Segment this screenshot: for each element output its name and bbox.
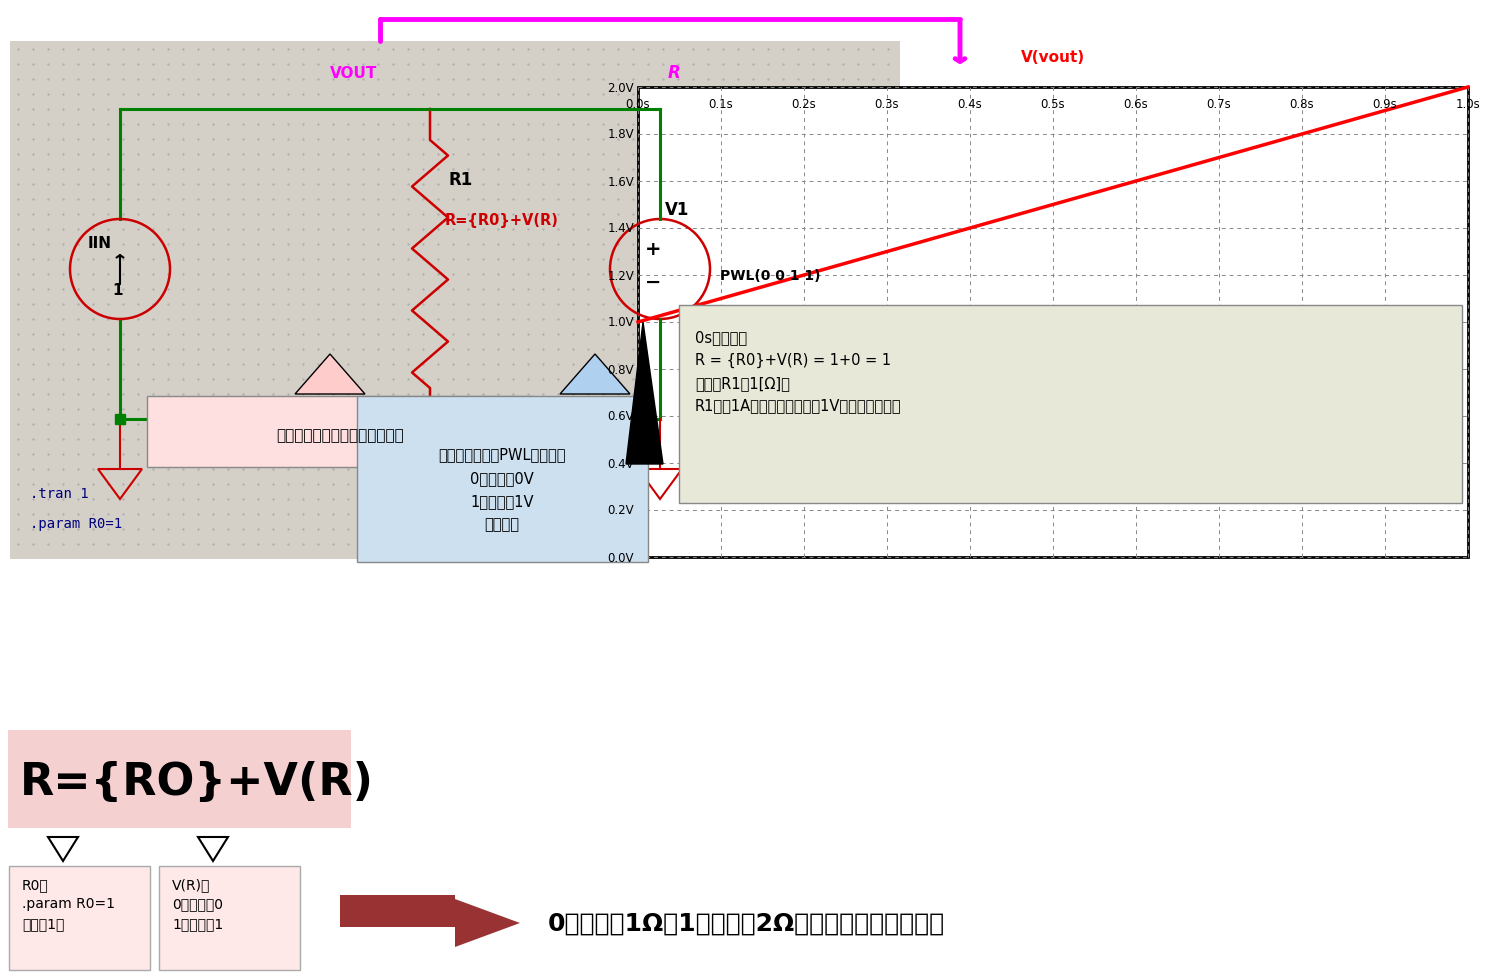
- Text: −: −: [645, 273, 661, 291]
- Text: 0秒の時に1Ω、1秒の時に2Ωとなる可変抵抗となる: 0秒の時に1Ω、1秒の時に2Ωとなる可変抵抗となる: [548, 911, 945, 935]
- FancyBboxPatch shape: [7, 731, 351, 828]
- Text: 1.0V: 1.0V: [608, 316, 635, 330]
- FancyBboxPatch shape: [158, 867, 300, 970]
- Text: R: R: [667, 64, 681, 82]
- Text: 0.8V: 0.8V: [608, 363, 635, 377]
- Text: 0.7s: 0.7s: [1206, 98, 1232, 111]
- Text: 0.6s: 0.6s: [1124, 98, 1148, 111]
- FancyBboxPatch shape: [9, 867, 149, 970]
- FancyBboxPatch shape: [357, 397, 648, 562]
- FancyBboxPatch shape: [679, 306, 1462, 504]
- Text: +: +: [645, 240, 661, 259]
- Text: 2.0V: 2.0V: [608, 81, 635, 95]
- Polygon shape: [560, 355, 630, 394]
- Text: R1: R1: [448, 171, 472, 189]
- Text: 0.4s: 0.4s: [957, 98, 982, 111]
- Text: 0.6V: 0.6V: [608, 410, 635, 423]
- Polygon shape: [455, 899, 520, 947]
- Text: 1.6V: 1.6V: [608, 175, 635, 189]
- Text: 0.1s: 0.1s: [709, 98, 733, 111]
- Polygon shape: [626, 323, 663, 465]
- Text: 0.5s: 0.5s: [1041, 98, 1066, 111]
- Text: 1.8V: 1.8V: [608, 128, 635, 142]
- FancyBboxPatch shape: [146, 397, 533, 467]
- Text: 1: 1: [112, 283, 122, 297]
- Text: 0sの時は、
R = {R0}+V(R) = 1+0 = 1
なのでR1は1[Ω]。
R1には1A流しているので、1Vとなっている。: 0sの時は、 R = {R0}+V(R) = 1+0 = 1 なのでR1は1[Ω…: [696, 330, 902, 413]
- Text: V(vout): V(vout): [1021, 51, 1085, 66]
- Text: .param R0=1: .param R0=1: [30, 516, 122, 530]
- Text: V(R)は
0秒の時：0
1秒の時：1: V(R)は 0秒の時：0 1秒の時：1: [172, 877, 224, 930]
- FancyBboxPatch shape: [638, 88, 1468, 557]
- FancyBboxPatch shape: [10, 42, 900, 559]
- Text: ノードの電圧はPWLを用いて
0秒の時：0V
1秒の時：1V
と設定。: ノードの電圧はPWLを用いて 0秒の時：0V 1秒の時：1V と設定。: [439, 447, 566, 532]
- Text: R={R0}+V(R): R={R0}+V(R): [445, 213, 558, 228]
- Text: 1.2V: 1.2V: [608, 269, 635, 283]
- Text: 0.2V: 0.2V: [608, 504, 635, 517]
- FancyBboxPatch shape: [340, 895, 455, 927]
- Text: このように式にすることも可能: このように式にすることも可能: [276, 428, 405, 443]
- Text: PWL(0 0 1 1): PWL(0 0 1 1): [720, 269, 821, 283]
- Polygon shape: [296, 355, 364, 394]
- Text: 0.8s: 0.8s: [1290, 98, 1314, 111]
- Text: R={RO}+V(R): R={RO}+V(R): [19, 761, 375, 804]
- Text: 0.0s: 0.0s: [626, 98, 651, 111]
- Text: 0.2s: 0.2s: [791, 98, 817, 111]
- Text: V1: V1: [664, 200, 690, 219]
- Text: R0は
.param R0=1
より『1』: R0は .param R0=1 より『1』: [22, 877, 115, 930]
- Text: 0.3s: 0.3s: [875, 98, 899, 111]
- Text: VOUT: VOUT: [330, 66, 378, 81]
- Text: 1.4V: 1.4V: [608, 222, 635, 236]
- Text: 0.0V: 0.0V: [608, 551, 635, 564]
- Text: 0.4V: 0.4V: [608, 457, 635, 470]
- Text: IIN: IIN: [88, 236, 112, 250]
- Text: 0.9s: 0.9s: [1372, 98, 1397, 111]
- Text: 1.0s: 1.0s: [1456, 98, 1481, 111]
- Text: .tran 1: .tran 1: [30, 486, 88, 501]
